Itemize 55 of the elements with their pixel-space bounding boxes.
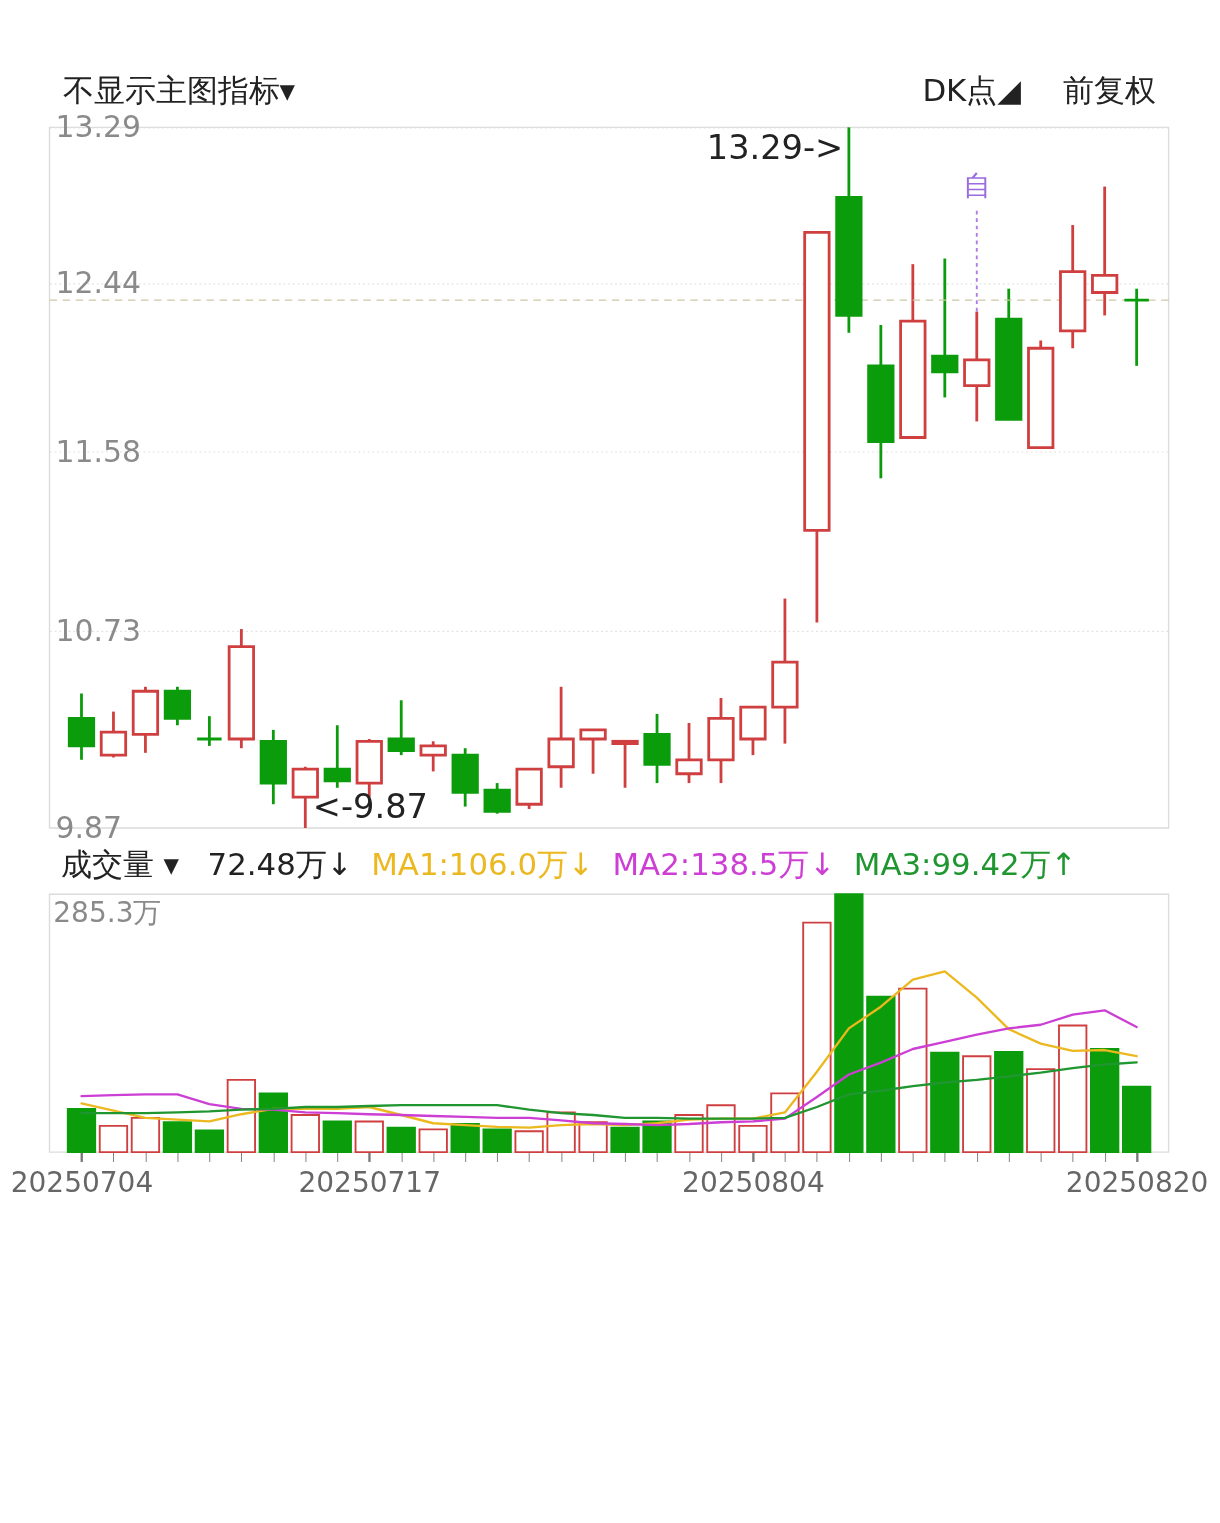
- text: MA3:99.42万↑: [853, 845, 1077, 882]
- bar: [162, 1121, 193, 1154]
- bar: [130, 1116, 161, 1154]
- text: DK点◢: [922, 72, 1022, 109]
- candlestick: [1091, 185, 1119, 317]
- annotation: 13.29->: [706, 128, 844, 168]
- bar: [802, 921, 832, 1154]
- y-tick-label: 13.29: [55, 109, 142, 145]
- x-tick-label: 20250717: [298, 1165, 442, 1199]
- candlestick: [611, 739, 639, 790]
- bar: [482, 1128, 512, 1154]
- bar: [354, 1120, 384, 1154]
- bar: [930, 1051, 960, 1154]
- candlestick: [931, 257, 959, 399]
- bar: [322, 1120, 352, 1154]
- bar: [258, 1092, 288, 1154]
- bar: [834, 893, 864, 1154]
- annotation: 自: [962, 168, 991, 202]
- bar: [226, 1078, 257, 1154]
- bar: [610, 1126, 640, 1154]
- bar: [866, 995, 896, 1154]
- bar: [994, 1050, 1024, 1154]
- text: MA2:138.5万↓: [612, 845, 836, 882]
- bar: [290, 1114, 320, 1154]
- bar: [418, 1128, 448, 1154]
- bar: [98, 1124, 129, 1154]
- candlestick: [387, 698, 415, 757]
- annotation: 285.3万: [53, 896, 162, 930]
- bar: [386, 1126, 416, 1154]
- y-tick-label: 11.58: [55, 433, 142, 469]
- bar: [66, 1107, 97, 1154]
- bar: [1090, 1048, 1120, 1154]
- bar: [962, 1055, 992, 1154]
- bar: [1121, 1085, 1152, 1154]
- bar: [898, 987, 928, 1154]
- candlestick: [195, 714, 224, 748]
- bar: [1026, 1068, 1056, 1154]
- bar: [738, 1124, 768, 1154]
- bar: [194, 1129, 225, 1154]
- bar: [1058, 1024, 1088, 1154]
- candlestick: [1123, 287, 1151, 368]
- x-tick-label: 20250704: [10, 1165, 154, 1199]
- bar: [514, 1130, 544, 1154]
- text: 不显示主图指标▾: [62, 72, 296, 109]
- chart-title: 成交量 ▾: [60, 845, 180, 882]
- y-tick-label: 9.87: [55, 809, 123, 845]
- x-tick-label: 20250804: [682, 1165, 825, 1199]
- text: 72.48万↓: [207, 845, 353, 882]
- x-tick-label: 20250820: [1065, 1165, 1209, 1199]
- y-tick-label: 12.44: [55, 264, 142, 300]
- text: MA1:106.0万↓: [371, 845, 594, 882]
- bar: [450, 1123, 480, 1154]
- text: 前复权: [1062, 72, 1156, 109]
- y-tick-label: 10.73: [55, 613, 142, 649]
- annotation: <-9.87: [312, 786, 428, 826]
